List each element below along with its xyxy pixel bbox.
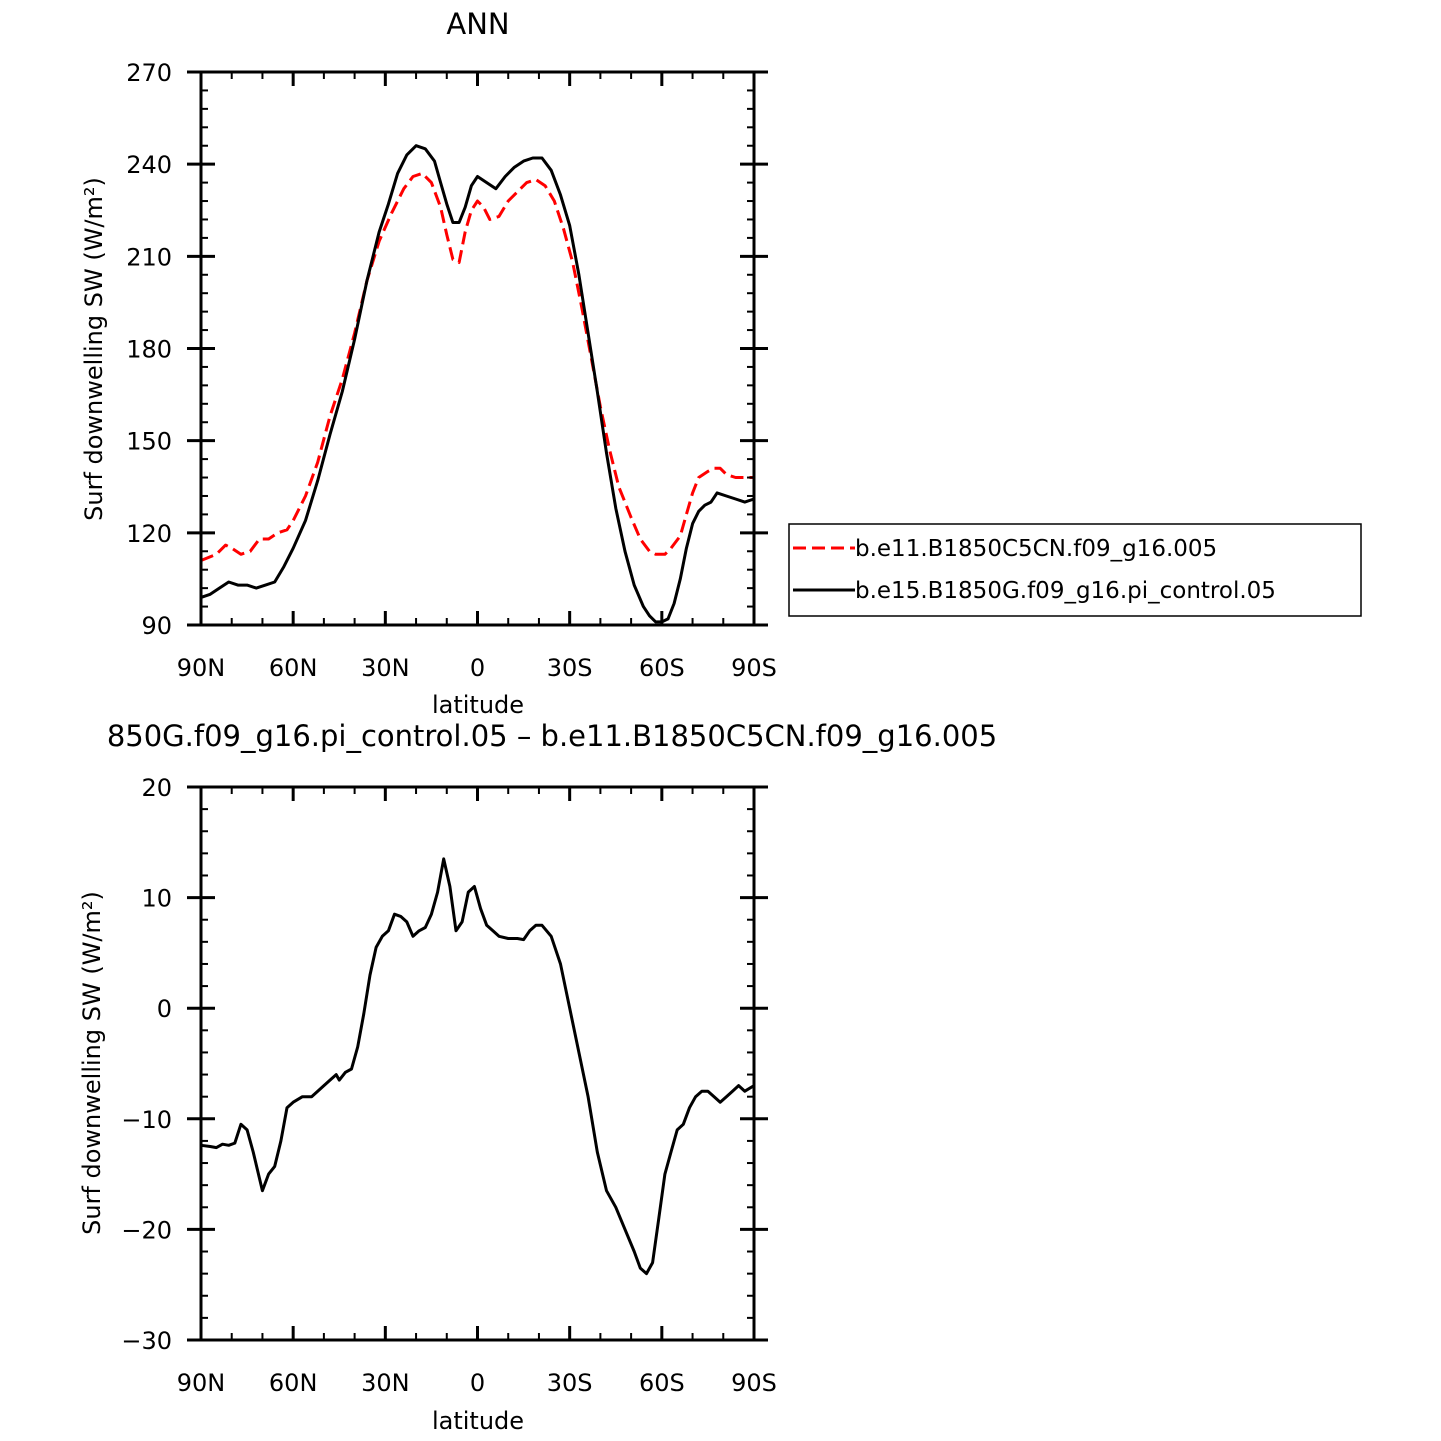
- bottom-x-tick-label: 60S: [639, 1369, 685, 1397]
- legend-entry-0: b.e11.B1850C5CN.f09_g16.005: [855, 536, 1217, 562]
- bottom-y-tick-label: 20: [141, 774, 172, 802]
- bottom-x-tick-label: 0: [470, 1369, 485, 1397]
- top-series-0-line: [200, 171, 754, 562]
- bottom-y-tick-label: 0: [157, 995, 172, 1023]
- top-y-tick-label: 90: [141, 612, 172, 640]
- top-y-tick-label: 180: [126, 336, 172, 364]
- bottom-panel: 850G.f09_g16.pi_control.05 – b.e11.B1850…: [78, 719, 997, 1435]
- top-x-tick-label: 30S: [547, 654, 593, 682]
- top-x-axis-label: latitude: [432, 691, 524, 719]
- top-panel: ANN Surf downwelling SW (W/m²) latitude …: [80, 7, 777, 719]
- bottom-x-tick-label: 30S: [547, 1369, 593, 1397]
- legend-entry-1: b.e15.B1850G.f09_g16.pi_control.05: [855, 578, 1276, 604]
- top-x-tick-label: 90S: [731, 654, 777, 682]
- bottom-y-tick-label: −10: [121, 1106, 172, 1134]
- legend: b.e11.B1850C5CN.f09_g16.005 b.e15.B1850G…: [788, 523, 1362, 617]
- bottom-x-tick-label: 90N: [177, 1369, 226, 1397]
- top-x-tick-label: 30N: [361, 654, 410, 682]
- bottom-chart-title: 850G.f09_g16.pi_control.05 – b.e11.B1850…: [107, 719, 997, 753]
- bottom-x-tick-label: 30N: [361, 1369, 410, 1397]
- bottom-y-tick-label: −30: [121, 1327, 172, 1355]
- top-y-tick-label: 150: [126, 428, 172, 456]
- bottom-y-tick-label: −20: [121, 1216, 172, 1244]
- top-x-tick-label: 0: [470, 654, 485, 682]
- legend-box: [788, 523, 1362, 617]
- top-y-tick-label: 270: [126, 59, 172, 87]
- top-y-axis-label: Surf downwelling SW (W/m²): [80, 177, 108, 521]
- top-series-1-line: [200, 144, 755, 624]
- top-x-tick-label: 60S: [639, 654, 685, 682]
- bottom-y-tick-label: 10: [141, 885, 172, 913]
- top-y-tick-label: 210: [126, 243, 172, 271]
- top-y-tick-label: 240: [126, 151, 172, 179]
- top-x-tick-label: 90N: [177, 654, 226, 682]
- top-plot-frame: [199, 70, 756, 627]
- bottom-x-tick-label: 60N: [269, 1369, 318, 1397]
- bottom-plot-frame: [199, 785, 756, 1342]
- top-y-tick-label: 120: [126, 520, 172, 548]
- top-x-tick-label: 60N: [269, 654, 318, 682]
- bottom-series-0-line: [200, 857, 755, 1276]
- top-chart-title: ANN: [446, 7, 509, 41]
- bottom-x-tick-label: 90S: [731, 1369, 777, 1397]
- bottom-x-axis-label: latitude: [432, 1407, 524, 1435]
- bottom-y-axis-label: Surf downwelling SW (W/m²): [78, 891, 106, 1235]
